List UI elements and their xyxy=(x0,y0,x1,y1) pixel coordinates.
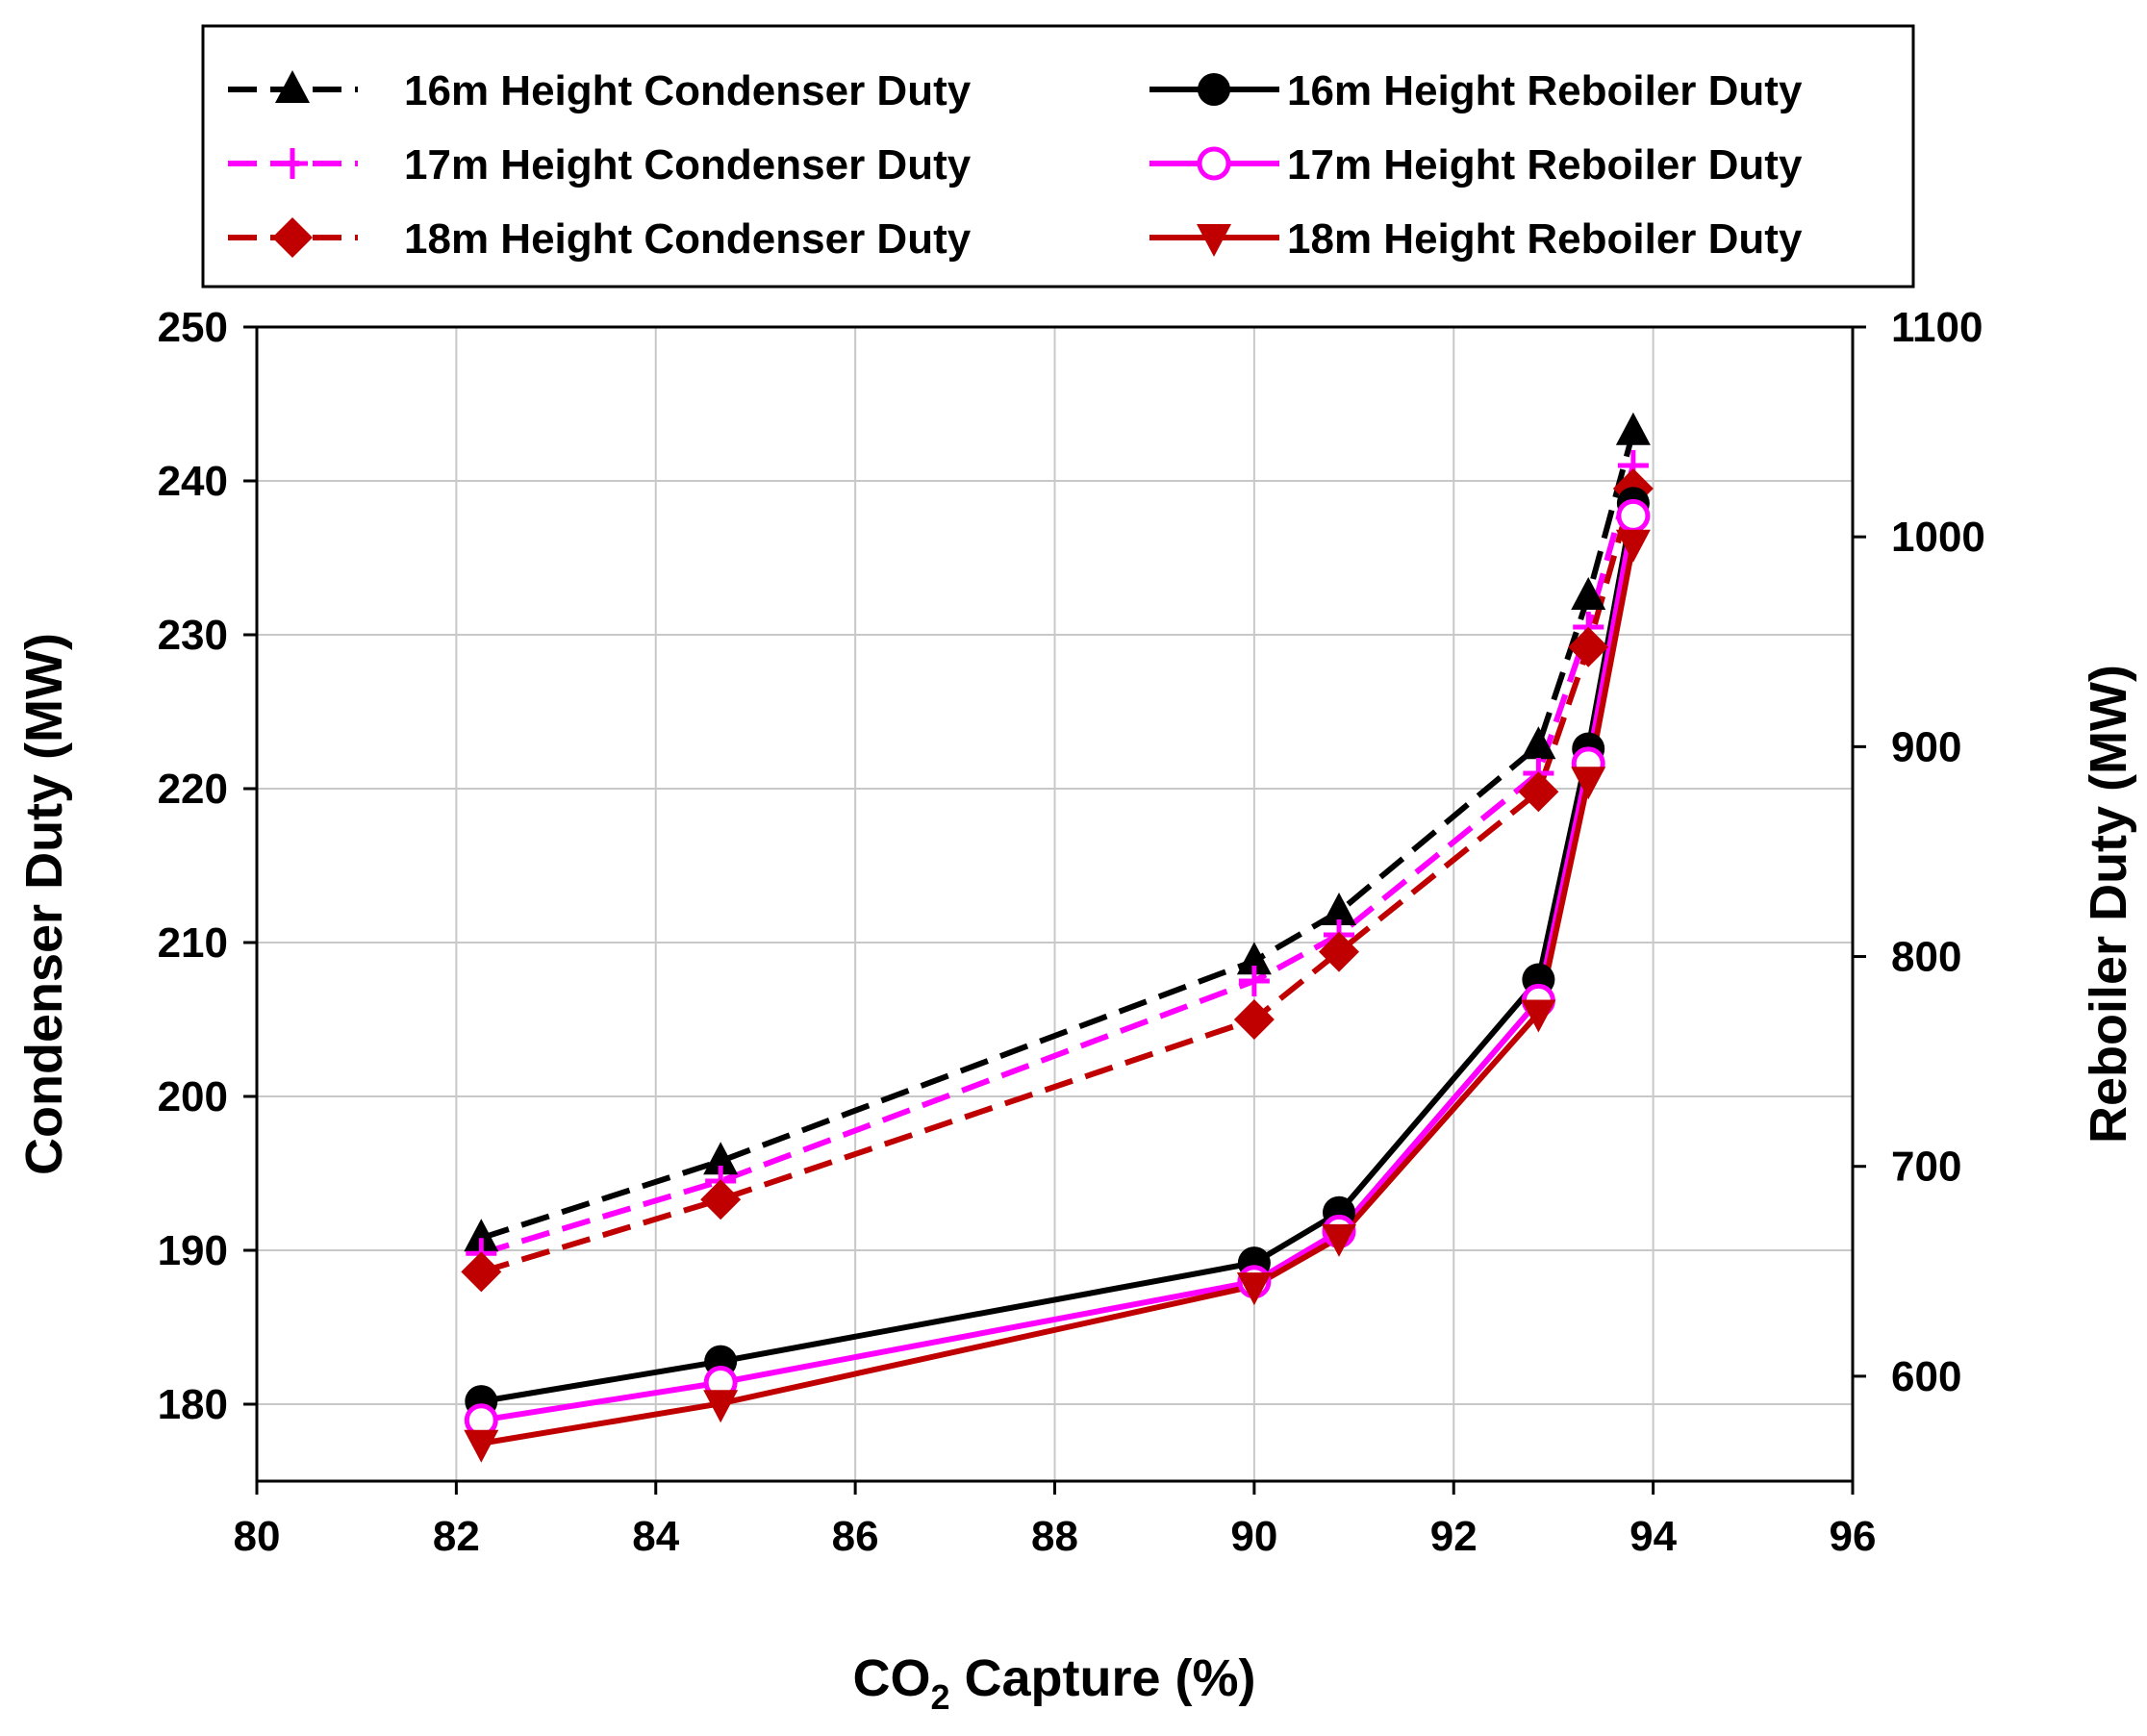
x-tick-label: 90 xyxy=(1230,1513,1277,1560)
y-right-tick-label: 900 xyxy=(1891,723,1961,770)
data-point-series-3 xyxy=(1518,771,1559,813)
legend-marker xyxy=(1197,224,1231,257)
legend-item-6: 18m Height Reboiler Duty xyxy=(1149,215,1803,263)
data-point-series-1 xyxy=(1521,726,1556,760)
data-point-series-6 xyxy=(1322,1223,1357,1257)
series-line-6 xyxy=(480,542,1636,1447)
series-line-3 xyxy=(480,488,1636,1275)
legend-frame xyxy=(201,24,1915,289)
y-right-tick-label: 700 xyxy=(1891,1144,1961,1191)
x-axis-title: CO2 Capture (%) xyxy=(852,1649,1255,1717)
y-right-tick-label: 800 xyxy=(1891,934,1961,981)
y-left-tick-label: 180 xyxy=(158,1381,228,1428)
legend-marker xyxy=(272,217,313,258)
gridlines xyxy=(257,327,1853,1481)
legend-marker xyxy=(1198,73,1230,106)
legend-item-1: 16m Height Condenser Duty xyxy=(228,67,972,114)
legend-item-3: 18m Height Condenser Duty xyxy=(228,215,972,263)
data-point-series-1 xyxy=(1615,412,1651,445)
legend-label: 18m Height Condenser Duty xyxy=(404,215,972,263)
legend-item-4: 16m Height Reboiler Duty xyxy=(1149,67,1803,114)
y-right-tick-label: 600 xyxy=(1891,1353,1961,1400)
x-tick-label: 96 xyxy=(1830,1513,1877,1560)
x-tick-label: 80 xyxy=(234,1513,281,1560)
data-point-series-6 xyxy=(1571,767,1606,800)
legend-label: 16m Height Reboiler Duty xyxy=(1287,67,1803,114)
series-line-2 xyxy=(480,465,1636,1257)
y-left-tick-label: 230 xyxy=(158,612,228,659)
data-point-series-6 xyxy=(1521,999,1556,1033)
y-right-tick-label: 1000 xyxy=(1891,514,1985,561)
y-left-axis-title: Condenser Duty (MW) xyxy=(15,633,73,1175)
data-point-series-2 xyxy=(1238,966,1270,996)
data-point-series-5 xyxy=(1616,498,1651,533)
y-left-tick-label: 200 xyxy=(158,1073,228,1120)
x-tick-label: 86 xyxy=(832,1513,879,1560)
data-point-series-6 xyxy=(464,1429,499,1463)
data-point-series-3 xyxy=(461,1251,502,1293)
x-tick-label: 94 xyxy=(1629,1513,1677,1560)
legend-item-5: 17m Height Reboiler Duty xyxy=(1149,141,1803,189)
legend-marker xyxy=(1197,146,1231,181)
data-point-series-3 xyxy=(700,1179,742,1220)
legend-label: 17m Height Condenser Duty xyxy=(404,141,972,189)
data-point-series-1 xyxy=(464,1219,499,1252)
y-left-tick-label: 240 xyxy=(158,458,228,505)
data-point-series-3 xyxy=(1319,931,1360,972)
legend-item-2: 17m Height Condenser Duty xyxy=(228,141,972,189)
data-point-series-1 xyxy=(703,1142,739,1175)
legend: 16m Height Condenser Duty 17m Height Cond… xyxy=(201,24,1915,289)
y-right-axis-title: Reboiler Duty (MW) xyxy=(2080,665,2137,1144)
y-right-tick-label: 1100 xyxy=(1891,304,1983,351)
legend-label: 18m Height Reboiler Duty xyxy=(1287,215,1803,263)
y-left-tick-label: 220 xyxy=(158,766,228,813)
legend-label: 16m Height Condenser Duty xyxy=(404,67,972,114)
legend-label: 17m Height Reboiler Duty xyxy=(1287,141,1803,189)
series-line-4 xyxy=(480,502,1636,1405)
series-line-5 xyxy=(480,515,1636,1423)
y-left-tick-label: 190 xyxy=(158,1227,228,1274)
data-point-series-1 xyxy=(1322,893,1357,925)
data-point-series-3 xyxy=(1233,999,1275,1040)
data-point-series-1 xyxy=(1571,577,1606,610)
data-point-series-3 xyxy=(1568,626,1609,667)
legend-marker xyxy=(275,70,310,103)
x-tick-label: 82 xyxy=(433,1513,480,1560)
legend-marker xyxy=(277,148,308,179)
data-point-series-1 xyxy=(1236,942,1272,975)
x-tick-label: 88 xyxy=(1031,1513,1078,1560)
data-point-series-6 xyxy=(703,1390,739,1423)
data-point-series-6 xyxy=(1236,1272,1272,1306)
data-point-series-6 xyxy=(1615,529,1651,563)
y-left-tick-label: 210 xyxy=(158,919,228,967)
x-tick-label: 84 xyxy=(632,1513,679,1560)
y-left-tick-label: 250 xyxy=(158,304,228,351)
x-tick-label: 92 xyxy=(1430,1513,1478,1560)
